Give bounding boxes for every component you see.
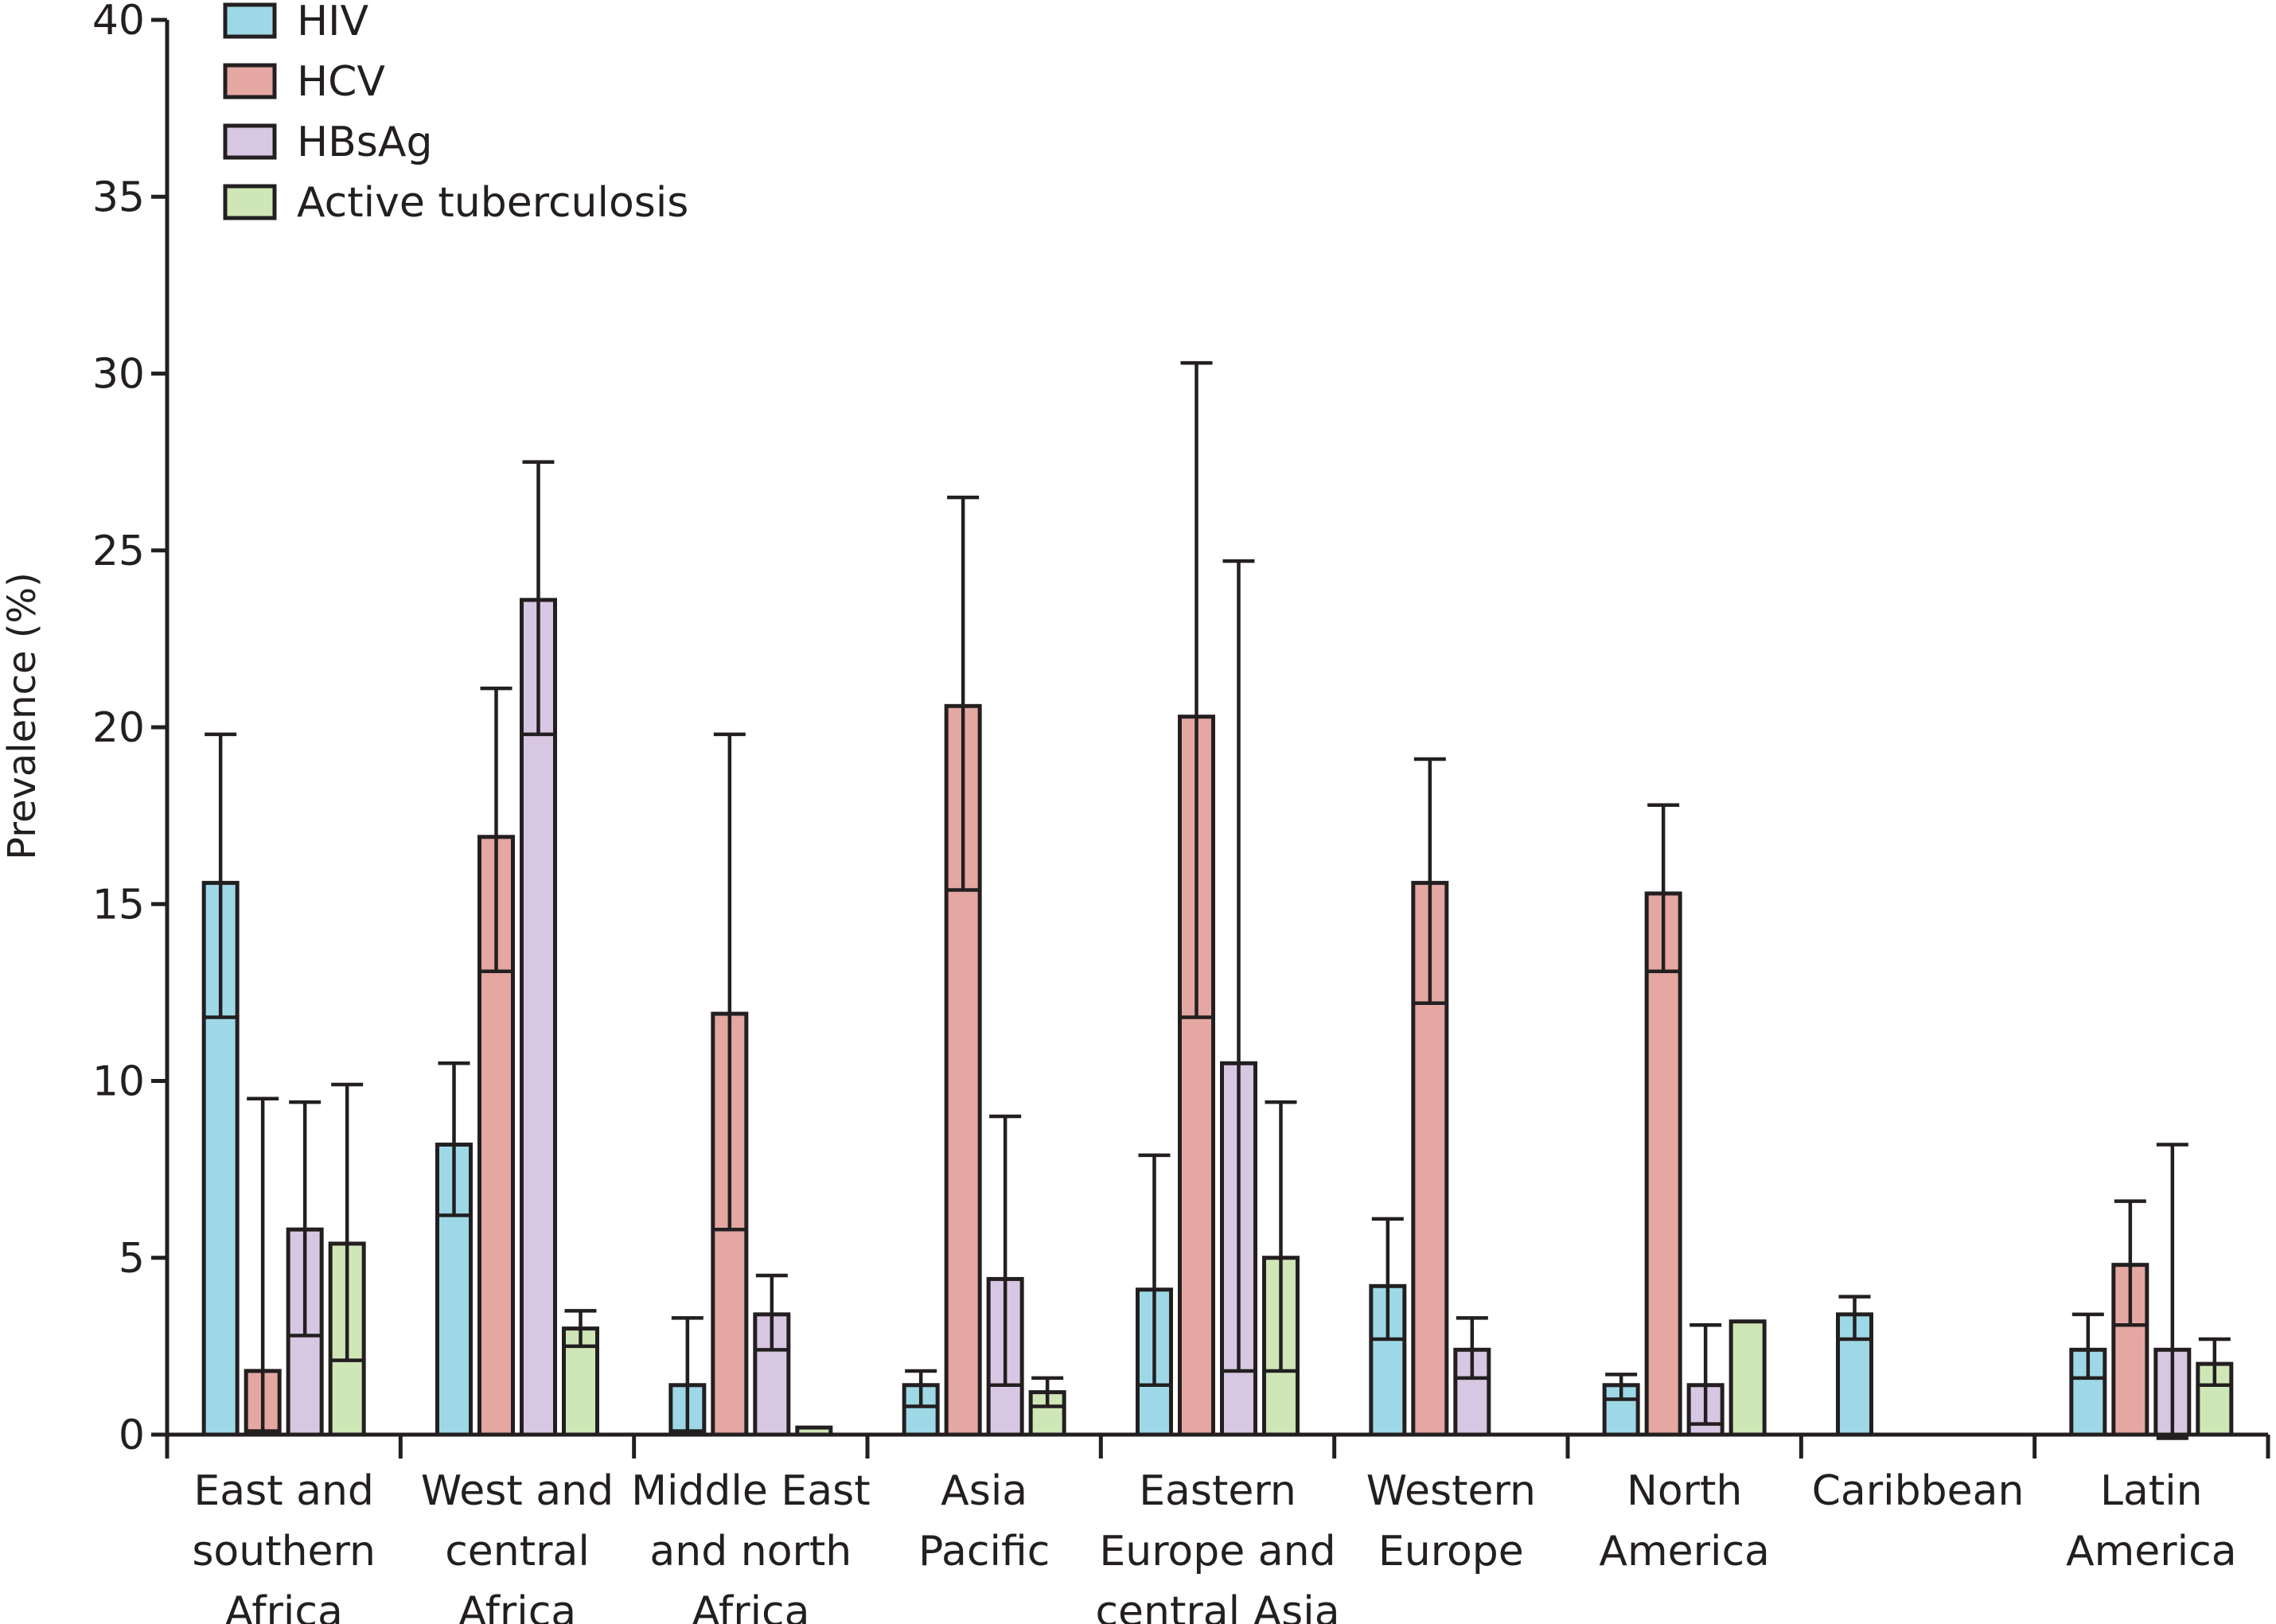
- error-bar-hiv-western-europe: [1371, 1217, 1404, 1342]
- error-bar-active-tuberculosis-eastern-europe-and-central-asia: [1265, 1100, 1297, 1373]
- x-tick-label-eastern-europe-and-central-asia: Eastern Europe and central Asia: [1095, 1467, 1339, 1624]
- axes-group: 0 5 10 15 20 25 30 35 40 East and southern Africa We…: [92, 0, 2270, 1624]
- y-tick-label-15: 15: [92, 881, 145, 929]
- y-tick-label-0: 0: [119, 1412, 145, 1459]
- legend-label-active-tuberculosis: Active tuberculosis: [297, 179, 688, 227]
- error-bar-hbsag-western-europe: [1456, 1316, 1488, 1381]
- error-bar-hcv-latin-america: [2114, 1199, 2146, 1327]
- bar-hcv-north-america: [1644, 891, 1682, 1437]
- error-bar-hbsag-east-and-southern-africa: [289, 1100, 322, 1338]
- error-bar-hiv-latin-america: [2071, 1312, 2104, 1381]
- error-bar-hiv-asia-pacific: [905, 1369, 937, 1408]
- error-bar-hbsag-latin-america: [2156, 1143, 2188, 1440]
- y-tick-label-20: 20: [92, 704, 145, 752]
- x-tick-label-caribbean: Caribbean: [1812, 1467, 2025, 1515]
- error-bar-hcv-north-america: [1647, 803, 1680, 973]
- legend: HIV HCV HBsAg Active tuberculosis: [223, 0, 688, 227]
- y-axis-title: Prevalence (%): [0, 572, 45, 860]
- error-bar-hiv-eastern-europe-and-central-asia: [1138, 1153, 1171, 1388]
- error-bar-hiv-east-and-southern-africa: [205, 732, 237, 1019]
- y-tick-label-25: 25: [92, 528, 145, 575]
- y-tick-label-35: 35: [92, 173, 145, 221]
- error-bar-hiv-north-america: [1605, 1373, 1638, 1401]
- legend-item-active-tuberculosis: Active tuberculosis: [223, 179, 688, 227]
- y-tick-label-5: 5: [119, 1235, 145, 1283]
- error-bar-hiv-middle-east-and-north-africa: [671, 1316, 703, 1433]
- x-tick-label-west-and-central-africa: West and central Africa: [421, 1467, 614, 1624]
- error-bar-hbsag-west-and-central-africa: [522, 460, 555, 737]
- x-tick-label-asia-pacific: Asia Pacific: [918, 1467, 1050, 1575]
- legend-swatch-hiv: [223, 2, 277, 39]
- x-tick-label-western-europe: Western Europe: [1366, 1467, 1536, 1575]
- x-tick-label-latin-america: Latin America: [2066, 1467, 2237, 1575]
- error-bar-hcv-east-and-southern-africa: [247, 1096, 279, 1433]
- error-bar-hcv-asia-pacific: [947, 495, 980, 892]
- legend-swatch-hbsag: [223, 123, 277, 160]
- error-bar-active-tuberculosis-asia-pacific: [1031, 1376, 1064, 1408]
- x-tick-label-north-america: North America: [1599, 1467, 1770, 1575]
- legend-label-hcv: HCV: [297, 58, 385, 106]
- y-tick-label-40: 40: [92, 0, 145, 45]
- legend-swatch-active-tuberculosis: [223, 184, 277, 220]
- legend-swatch-hcv: [223, 63, 277, 99]
- bars-group: [201, 360, 2234, 1440]
- error-bar-hbsag-middle-east-and-north-africa: [755, 1273, 788, 1352]
- y-tick-label-30: 30: [92, 351, 145, 399]
- error-bar-hcv-west-and-central-africa: [480, 686, 512, 973]
- legend-label-hbsag: HBsAg: [297, 119, 432, 166]
- error-bar-hcv-middle-east-and-north-africa: [713, 732, 746, 1232]
- error-bar-hiv-caribbean: [1838, 1295, 1871, 1342]
- error-bar-hcv-western-europe: [1413, 757, 1446, 1005]
- error-bar-hcv-eastern-europe-and-central-asia: [1180, 360, 1213, 1019]
- legend-item-hbsag: HBsAg: [223, 119, 432, 166]
- error-bar-active-tuberculosis-west-and-central-africa: [564, 1309, 597, 1349]
- error-bar-hbsag-asia-pacific: [989, 1114, 1022, 1388]
- error-bar-hiv-west-and-central-africa: [438, 1061, 470, 1217]
- bar-active-tuberculosis-north-america: [1728, 1319, 1767, 1437]
- legend-item-hcv: HCV: [223, 58, 385, 106]
- error-bar-hbsag-north-america: [1689, 1322, 1722, 1426]
- legend-item-hiv: HIV: [223, 0, 368, 45]
- legend-label-hiv: HIV: [297, 0, 368, 45]
- y-tick-label-10: 10: [92, 1058, 145, 1106]
- x-tick-label-middle-east-and-north-africa: Middle East and north Africa: [631, 1467, 871, 1624]
- error-bar-active-tuberculosis-east-and-southern-africa: [331, 1082, 364, 1362]
- error-bar-active-tuberculosis-latin-america: [2198, 1337, 2231, 1388]
- error-bar-hbsag-eastern-europe-and-central-asia: [1222, 559, 1255, 1373]
- x-tick-label-east-and-southern-africa: East and southern Africa: [192, 1467, 376, 1624]
